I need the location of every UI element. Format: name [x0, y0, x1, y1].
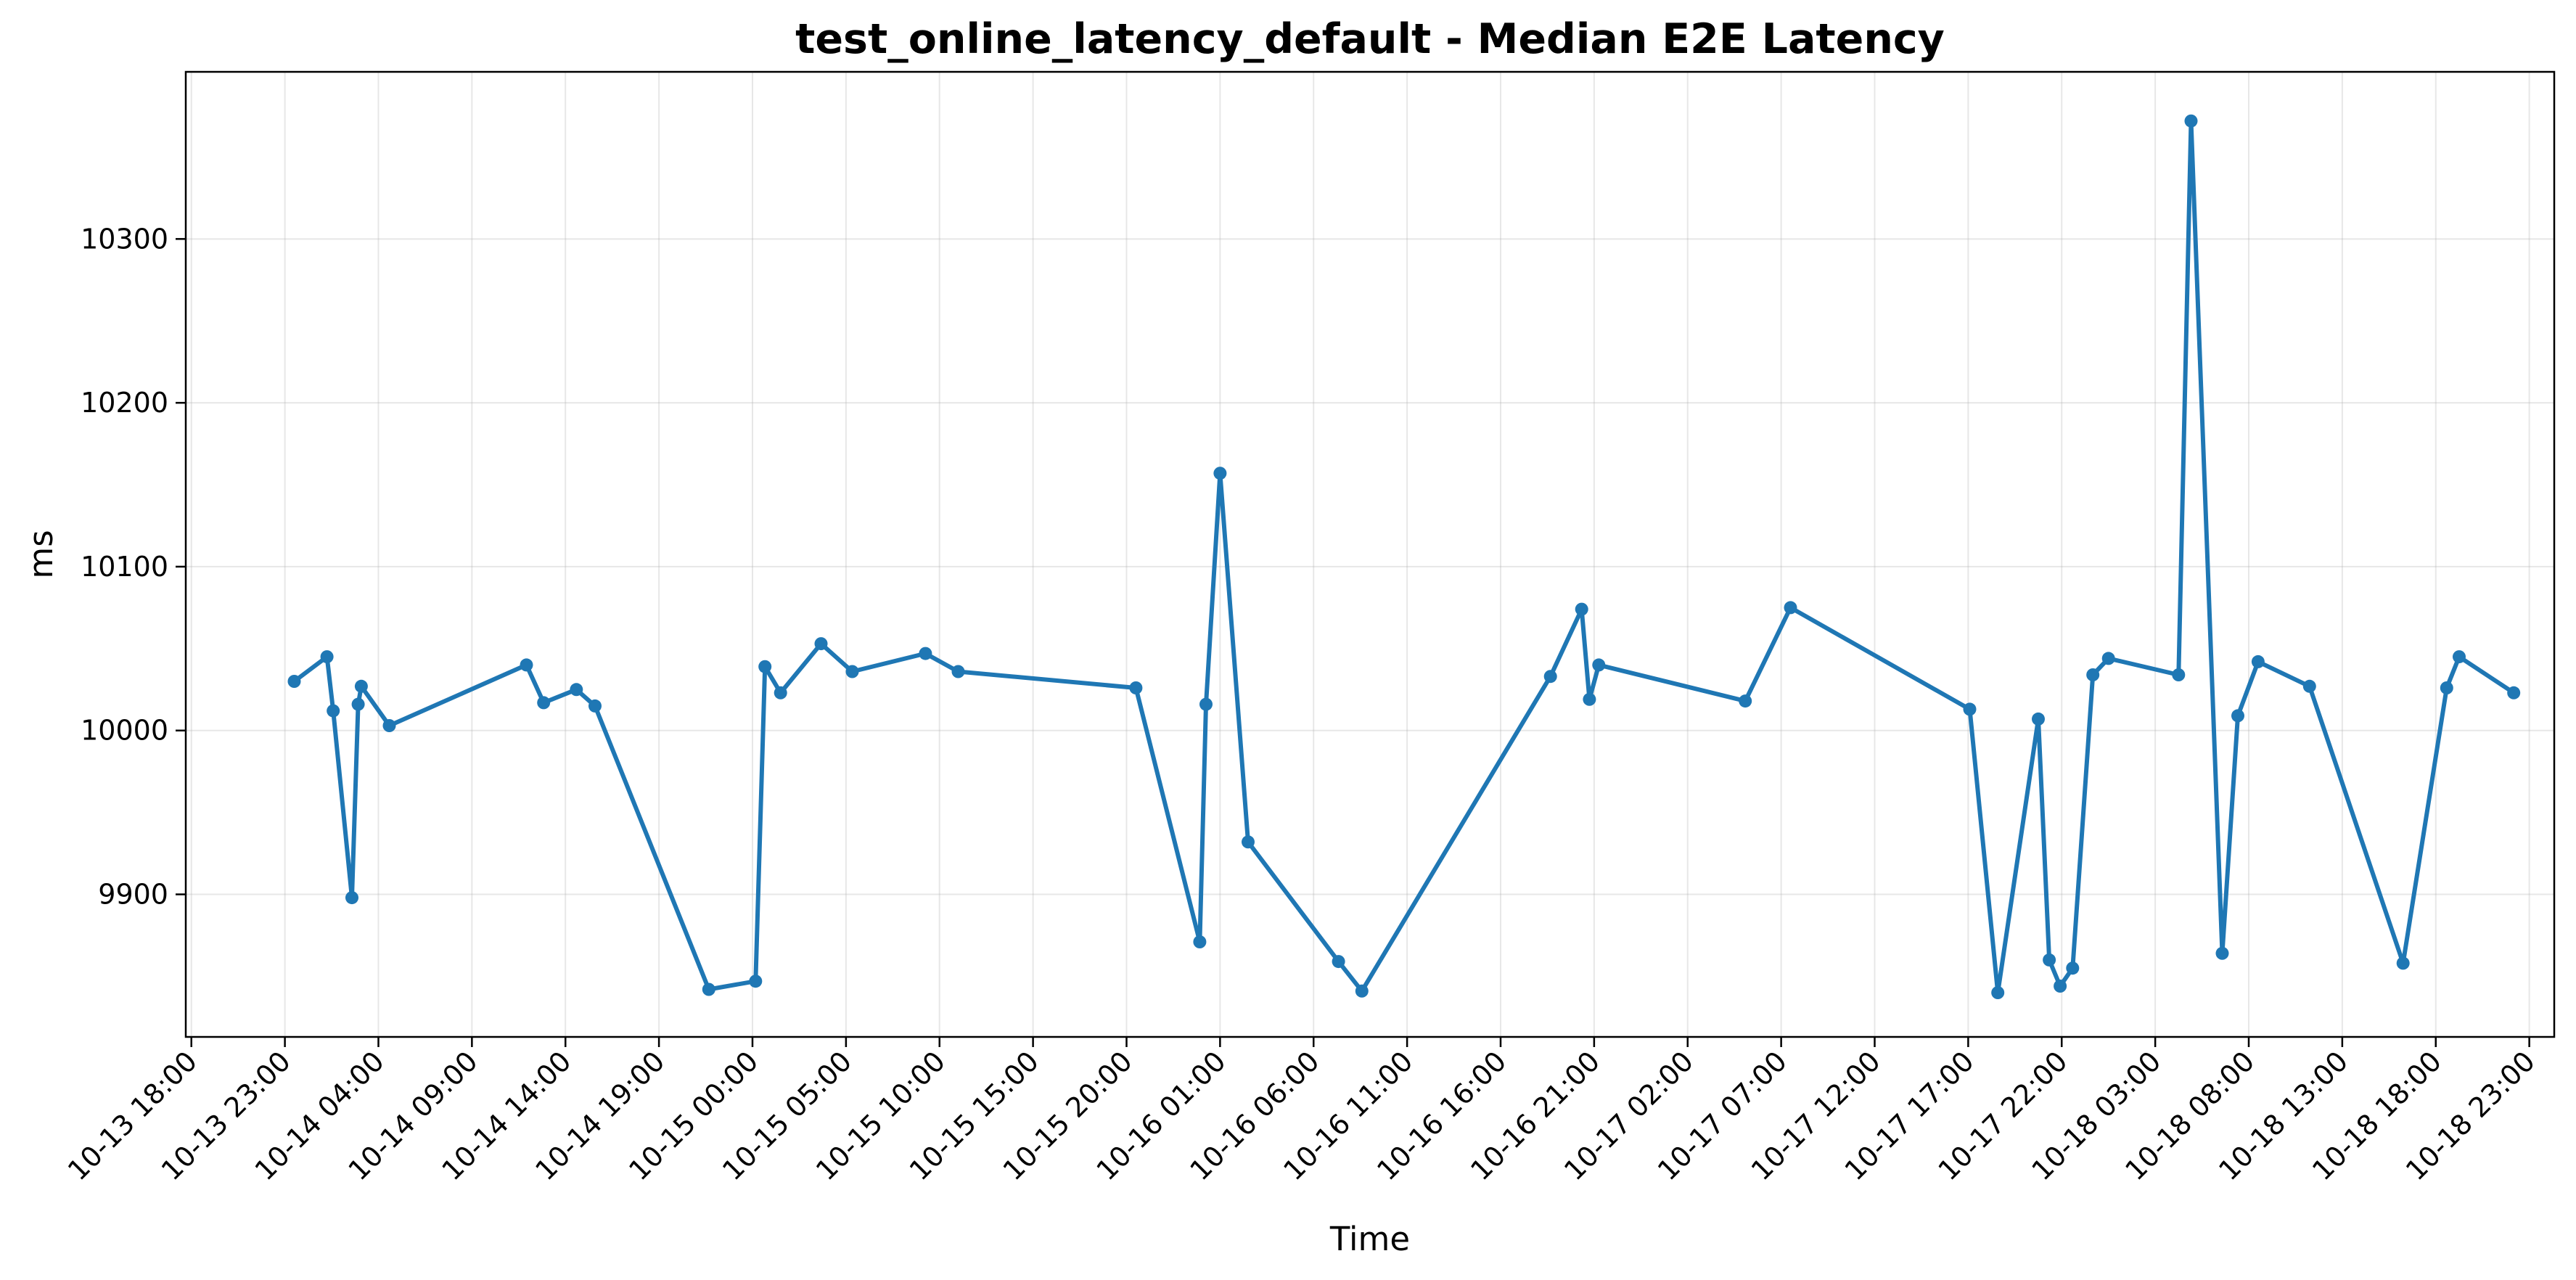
- data-point: [1963, 702, 1977, 716]
- chart-title: test_online_latency_default - Median E2E…: [795, 15, 1945, 63]
- data-point: [2054, 980, 2067, 993]
- data-point: [2184, 114, 2198, 128]
- plot-area-frame: [184, 70, 2556, 1038]
- data-point: [2440, 681, 2453, 694]
- data-point: [2043, 953, 2056, 967]
- data-point: [951, 665, 965, 678]
- data-point: [2231, 709, 2244, 723]
- data-point: [2066, 961, 2080, 975]
- data-point: [814, 637, 828, 651]
- data-point: [320, 650, 334, 664]
- data-point: [2396, 956, 2410, 970]
- data-point: [702, 982, 715, 996]
- data-point: [1991, 986, 2005, 999]
- y-tick-label: 10300: [81, 223, 168, 255]
- data-point: [1355, 984, 1369, 998]
- data-point: [2507, 686, 2521, 700]
- data-point: [2172, 668, 2186, 681]
- data-point: [919, 647, 932, 660]
- data-point: [588, 699, 602, 713]
- data-point: [1543, 670, 1557, 684]
- data-point: [287, 675, 301, 688]
- data-point: [749, 975, 763, 988]
- data-point: [1332, 955, 1345, 969]
- data-point: [382, 719, 396, 732]
- data-point: [1242, 835, 1255, 849]
- data-point: [1213, 467, 1227, 480]
- data-point: [2251, 655, 2265, 668]
- data-point: [1784, 601, 1797, 615]
- data-point: [2101, 652, 2115, 665]
- x-axis-label: Time: [1329, 1220, 1410, 1258]
- data-point: [1199, 697, 1213, 711]
- data-point: [1592, 658, 1606, 672]
- y-tick-label: 10100: [81, 551, 168, 583]
- data-point: [2086, 668, 2100, 681]
- grid: [186, 72, 2554, 1037]
- data-point: [520, 658, 533, 672]
- data-point: [351, 697, 365, 711]
- data-point: [2453, 650, 2466, 664]
- data-point: [570, 683, 583, 697]
- data-point: [1193, 935, 1207, 948]
- data-point: [1575, 602, 1588, 616]
- data-point: [327, 704, 340, 718]
- data-point: [2302, 679, 2316, 693]
- series-layer: [287, 114, 2521, 999]
- data-point: [1583, 692, 1596, 706]
- data-point: [354, 679, 368, 693]
- data-point: [1739, 694, 1752, 708]
- data-point: [537, 696, 551, 710]
- y-tick-label: 10000: [81, 715, 168, 747]
- y-tick-label: 9900: [98, 879, 168, 911]
- y-tick-label: 10200: [81, 387, 168, 419]
- data-point: [345, 891, 358, 905]
- data-point: [845, 665, 859, 678]
- data-point: [2215, 946, 2229, 960]
- data-point: [774, 686, 787, 700]
- data-point: [758, 660, 772, 673]
- data-point: [1129, 681, 1143, 694]
- data-point: [2032, 712, 2045, 726]
- y-axis-label: ms: [22, 530, 60, 578]
